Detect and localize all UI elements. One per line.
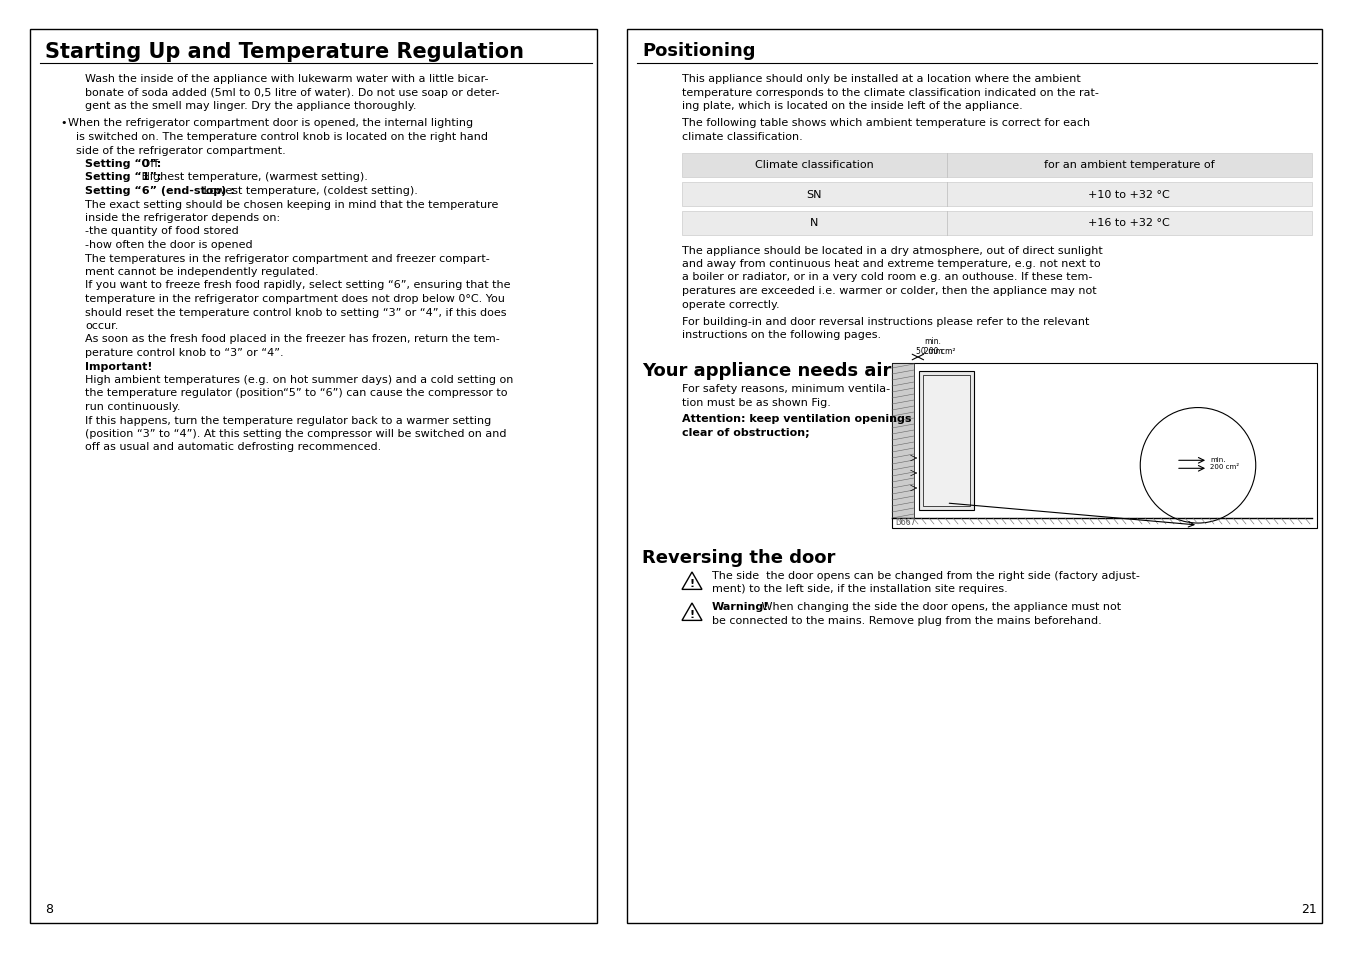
- Text: SN: SN: [807, 190, 821, 199]
- Text: 8: 8: [45, 902, 53, 915]
- Polygon shape: [682, 603, 703, 620]
- Text: The appliance should be located in a dry atmosphere, out of direct sunlight: The appliance should be located in a dry…: [682, 245, 1102, 255]
- Text: For safety reasons, minimum ventila-: For safety reasons, minimum ventila-: [682, 384, 890, 394]
- Text: ing plate, which is located on the inside left of the appliance.: ing plate, which is located on the insid…: [682, 101, 1023, 111]
- Text: Setting “6” (end-stop) :: Setting “6” (end-stop) :: [85, 186, 235, 195]
- Text: min.
200 cm²: min. 200 cm²: [1210, 456, 1239, 469]
- Text: Important!: Important!: [85, 361, 153, 371]
- Text: tion must be as shown Fig.: tion must be as shown Fig.: [682, 397, 831, 407]
- Text: Setting “1”:: Setting “1”:: [85, 172, 161, 182]
- Bar: [919, 372, 974, 511]
- Text: for an ambient temperature of: for an ambient temperature of: [1044, 160, 1215, 171]
- Text: D667: D667: [894, 517, 916, 526]
- Text: Lowest temperature, (coldest setting).: Lowest temperature, (coldest setting).: [200, 186, 417, 195]
- Text: min.
200 cm²: min. 200 cm²: [924, 336, 955, 355]
- Text: temperature corresponds to the climate classification indicated on the rat-: temperature corresponds to the climate c…: [682, 88, 1098, 97]
- Bar: [892, 364, 915, 518]
- Text: !: !: [689, 609, 694, 619]
- Text: 50 mm: 50 mm: [916, 347, 943, 355]
- Bar: [682, 153, 1312, 177]
- Text: gent as the smell may linger. Dry the appliance thoroughly.: gent as the smell may linger. Dry the ap…: [85, 101, 416, 111]
- Text: !: !: [689, 578, 694, 588]
- Text: ment) to the left side, if the installation site requires.: ment) to the left side, if the installat…: [712, 584, 1008, 594]
- Text: should reset the temperature control knob to setting “3” or “4”, if this does: should reset the temperature control kno…: [85, 307, 507, 317]
- Text: Off.: Off.: [138, 159, 161, 169]
- Text: 21: 21: [1301, 902, 1317, 915]
- Text: be connected to the mains. Remove plug from the mains beforehand.: be connected to the mains. Remove plug f…: [712, 615, 1102, 625]
- Text: When changing the side the door opens, the appliance must not: When changing the side the door opens, t…: [758, 601, 1121, 612]
- Text: The exact setting should be chosen keeping in mind that the temperature: The exact setting should be chosen keepi…: [85, 199, 499, 210]
- Text: As soon as the fresh food placed in the freezer has frozen, return the tem-: As soon as the fresh food placed in the …: [85, 335, 500, 344]
- Bar: [682, 212, 1312, 235]
- Text: a boiler or radiator, or in a very cold room e.g. an outhouse. If these tem-: a boiler or radiator, or in a very cold …: [682, 273, 1093, 282]
- Text: If this happens, turn the temperature regulator back to a warmer setting: If this happens, turn the temperature re…: [85, 416, 492, 425]
- Text: Your appliance needs air: Your appliance needs air: [642, 361, 892, 379]
- Bar: [627, 30, 1323, 923]
- Text: peratures are exceeded i.e. warmer or colder, then the appliance may not: peratures are exceeded i.e. warmer or co…: [682, 286, 1097, 295]
- Bar: [892, 364, 1317, 529]
- Text: N: N: [811, 218, 819, 229]
- Text: Highest temperature, (warmest setting).: Highest temperature, (warmest setting).: [138, 172, 367, 182]
- Text: bonate of soda added (5ml to 0,5 litre of water). Do not use soap or deter-: bonate of soda added (5ml to 0,5 litre o…: [85, 88, 500, 97]
- Text: ment cannot be independently regulated.: ment cannot be independently regulated.: [85, 267, 319, 276]
- Text: Attention: keep ventilation openings: Attention: keep ventilation openings: [682, 414, 912, 423]
- Text: Climate classification: Climate classification: [755, 160, 874, 171]
- Text: Warning!: Warning!: [712, 601, 769, 612]
- Text: High ambient temperatures (e.g. on hot summer days) and a cold setting on: High ambient temperatures (e.g. on hot s…: [85, 375, 513, 385]
- Text: For building-in and door reversal instructions please refer to the relevant: For building-in and door reversal instru…: [682, 316, 1089, 327]
- Text: clear of obstruction;: clear of obstruction;: [682, 427, 809, 437]
- Text: +10 to +32 °C: +10 to +32 °C: [1089, 190, 1170, 199]
- Text: inside the refrigerator depends on:: inside the refrigerator depends on:: [85, 213, 280, 223]
- Text: perature control knob to “3” or “4”.: perature control knob to “3” or “4”.: [85, 348, 284, 357]
- Text: The temperatures in the refrigerator compartment and freezer compart-: The temperatures in the refrigerator com…: [85, 253, 490, 263]
- Text: This appliance should only be installed at a location where the ambient: This appliance should only be installed …: [682, 74, 1081, 84]
- Text: -how often the door is opened: -how often the door is opened: [85, 240, 253, 250]
- Text: occur.: occur.: [85, 320, 119, 331]
- Text: -the quantity of food stored: -the quantity of food stored: [85, 226, 239, 236]
- Text: the temperature regulator (position“5” to “6”) can cause the compressor to: the temperature regulator (position“5” t…: [85, 388, 508, 398]
- Text: The following table shows which ambient temperature is correct for each: The following table shows which ambient …: [682, 118, 1090, 129]
- Text: •: •: [59, 118, 66, 129]
- Text: instructions on the following pages.: instructions on the following pages.: [682, 330, 881, 340]
- Text: Positioning: Positioning: [642, 42, 755, 60]
- Text: and away from continuous heat and extreme temperature, e.g. not next to: and away from continuous heat and extrem…: [682, 258, 1101, 269]
- Text: side of the refrigerator compartment.: side of the refrigerator compartment.: [76, 146, 286, 155]
- Text: off as usual and automatic defrosting recommenced.: off as usual and automatic defrosting re…: [85, 442, 381, 452]
- Bar: [923, 375, 970, 506]
- Polygon shape: [682, 573, 703, 590]
- Text: If you want to freeze fresh food rapidly, select setting “6”, ensuring that the: If you want to freeze fresh food rapidly…: [85, 280, 511, 291]
- Bar: [30, 30, 597, 923]
- Text: Setting “0”:: Setting “0”:: [85, 159, 161, 169]
- Text: (position “3” to “4”). At this setting the compressor will be switched on and: (position “3” to “4”). At this setting t…: [85, 429, 507, 438]
- Text: +16 to +32 °C: +16 to +32 °C: [1089, 218, 1170, 229]
- Text: When the refrigerator compartment door is opened, the internal lighting: When the refrigerator compartment door i…: [68, 118, 473, 129]
- Text: is switched on. The temperature control knob is located on the right hand: is switched on. The temperature control …: [76, 132, 488, 142]
- Bar: [682, 182, 1312, 206]
- Text: Wash the inside of the appliance with lukewarm water with a little bicar-: Wash the inside of the appliance with lu…: [85, 74, 489, 84]
- Text: climate classification.: climate classification.: [682, 132, 802, 142]
- Text: The side  the door opens can be changed from the right side (factory adjust-: The side the door opens can be changed f…: [712, 571, 1140, 580]
- Text: run continuously.: run continuously.: [85, 401, 181, 412]
- Text: operate correctly.: operate correctly.: [682, 299, 780, 309]
- Text: Starting Up and Temperature Regulation: Starting Up and Temperature Regulation: [45, 42, 524, 62]
- Text: Reversing the door: Reversing the door: [642, 548, 835, 566]
- Text: temperature in the refrigerator compartment does not drop below 0°C. You: temperature in the refrigerator compartm…: [85, 294, 505, 304]
